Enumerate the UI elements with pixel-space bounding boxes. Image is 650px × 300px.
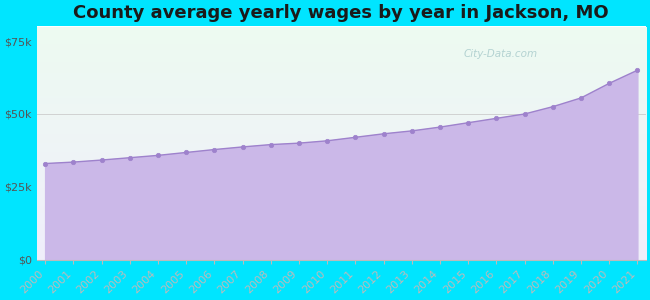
Text: City-Data.com: City-Data.com <box>463 50 537 59</box>
Title: County average yearly wages by year in Jackson, MO: County average yearly wages by year in J… <box>73 4 609 22</box>
